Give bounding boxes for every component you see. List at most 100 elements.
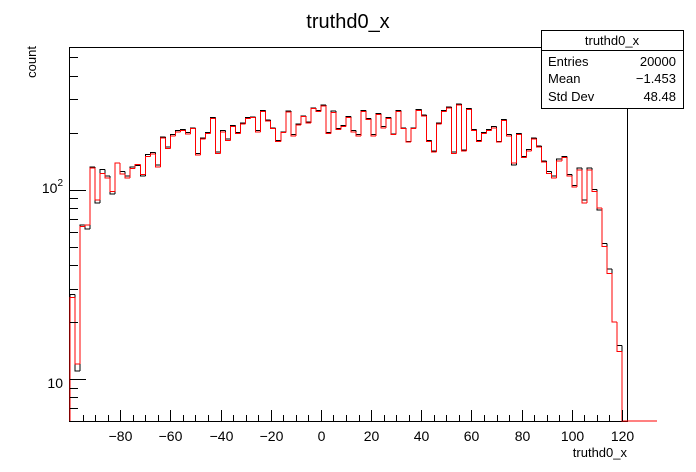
histogram-bin — [225, 131, 231, 141]
histogram-bin — [325, 104, 331, 134]
histogram-bin — [450, 107, 457, 155]
histogram-bin — [84, 225, 91, 230]
histogram-bin — [215, 117, 221, 153]
histogram-bin — [350, 116, 357, 132]
histogram-bin — [491, 127, 497, 131]
histogram-bin — [455, 104, 462, 154]
histogram-bin — [531, 138, 537, 152]
histogram-bin — [601, 210, 607, 244]
histogram-bin — [139, 164, 146, 176]
histogram-bin — [174, 131, 181, 137]
histogram-bin — [109, 178, 116, 192]
histogram-bin — [159, 137, 166, 167]
y-tick-label-100: 102 — [42, 178, 64, 196]
histogram-bin — [380, 114, 387, 129]
histogram-bin — [340, 126, 346, 130]
histogram-bin — [119, 163, 126, 172]
x-tick-label: 40 — [414, 428, 430, 444]
histogram-bin — [315, 108, 321, 113]
x-tick-label: 20 — [364, 428, 380, 444]
histogram-bin — [260, 109, 266, 131]
y-axis — [70, 57, 86, 422]
histogram-bin — [420, 109, 427, 116]
histogram-bin — [380, 113, 387, 128]
histogram-bin — [235, 125, 241, 134]
histogram-bin — [300, 115, 306, 125]
histogram-bin — [159, 136, 166, 165]
histogram-bin — [430, 140, 437, 152]
histogram-bin — [295, 123, 301, 135]
histogram-bin — [335, 112, 341, 130]
histogram-bin — [606, 246, 612, 275]
histogram-bin — [526, 148, 532, 157]
histogram-bin — [496, 126, 502, 142]
histogram-bin — [260, 111, 266, 132]
histogram-bin — [74, 294, 81, 372]
histogram-bin — [305, 116, 311, 124]
histogram-bin — [440, 109, 447, 123]
histogram-bin — [184, 129, 191, 134]
histogram-bin — [581, 168, 587, 201]
histogram-bin — [69, 296, 76, 421]
histogram-bin — [586, 169, 592, 204]
stats-box: truthd0_x Entries 20000 Mean −1.453 Std … — [541, 30, 684, 109]
x-axis: −80 −60 −40 −20 0 20 40 60 80 100 120 — [83, 410, 635, 444]
histogram-bin — [390, 118, 397, 136]
histogram-bin — [265, 111, 271, 122]
histogram-bin — [541, 147, 547, 163]
histogram-bin — [611, 269, 617, 323]
histogram-bin — [370, 119, 377, 137]
histogram-bin — [516, 132, 522, 165]
y-axis-title: count — [24, 46, 39, 78]
histogram-bin — [315, 107, 321, 111]
histogram-bin — [235, 126, 241, 134]
histogram-bin — [124, 171, 131, 177]
histogram-bin — [546, 160, 552, 172]
histogram-bin — [410, 128, 417, 143]
histogram-bin — [566, 157, 572, 177]
histogram-bin — [400, 110, 407, 129]
histogram-bin — [556, 160, 562, 179]
histogram-bin — [616, 322, 622, 352]
x-tick-label: 100 — [561, 428, 585, 444]
histogram-bin — [511, 134, 517, 166]
histogram-bin — [179, 130, 186, 132]
histogram-bin — [536, 137, 542, 147]
histogram-bin — [415, 109, 422, 129]
histogram-bin — [300, 116, 306, 125]
histogram-bin — [526, 150, 532, 158]
histogram-bin — [506, 119, 512, 136]
histogram-bin — [215, 118, 221, 155]
histogram-bin — [611, 273, 617, 323]
histogram-bin — [285, 111, 291, 133]
histogram-bin — [355, 131, 362, 137]
histogram-bin — [245, 117, 251, 125]
histogram-bin — [79, 224, 86, 372]
histogram-bin — [74, 297, 81, 365]
histogram-bin — [521, 133, 527, 157]
histogram-bin — [445, 107, 452, 112]
histogram-bin — [345, 117, 352, 127]
x-tick-label: 120 — [611, 428, 635, 444]
histogram-bin — [375, 113, 382, 137]
histogram-bin — [104, 173, 111, 179]
histogram-bin — [390, 117, 397, 135]
histogram-bin — [350, 117, 357, 133]
histogram-bin — [89, 167, 96, 226]
histogram-bin — [621, 351, 627, 422]
histogram-bin — [616, 322, 622, 347]
histogram-bin — [536, 139, 542, 148]
histogram-bin — [551, 173, 557, 179]
histogram-bin — [405, 128, 412, 143]
histogram-bin — [460, 104, 467, 151]
histogram-bin — [169, 135, 176, 149]
histogram-bin — [516, 134, 522, 164]
histogram-bin — [581, 170, 587, 204]
histogram-bin — [511, 136, 517, 164]
x-axis-title: truthd0_x — [573, 445, 628, 460]
stats-stddev-value: 48.48 — [643, 89, 676, 104]
x-tick-label: −60 — [159, 428, 183, 444]
chart-title: truthd0_x — [306, 11, 389, 33]
histogram-bin — [576, 169, 582, 188]
histogram-bin — [114, 162, 121, 192]
